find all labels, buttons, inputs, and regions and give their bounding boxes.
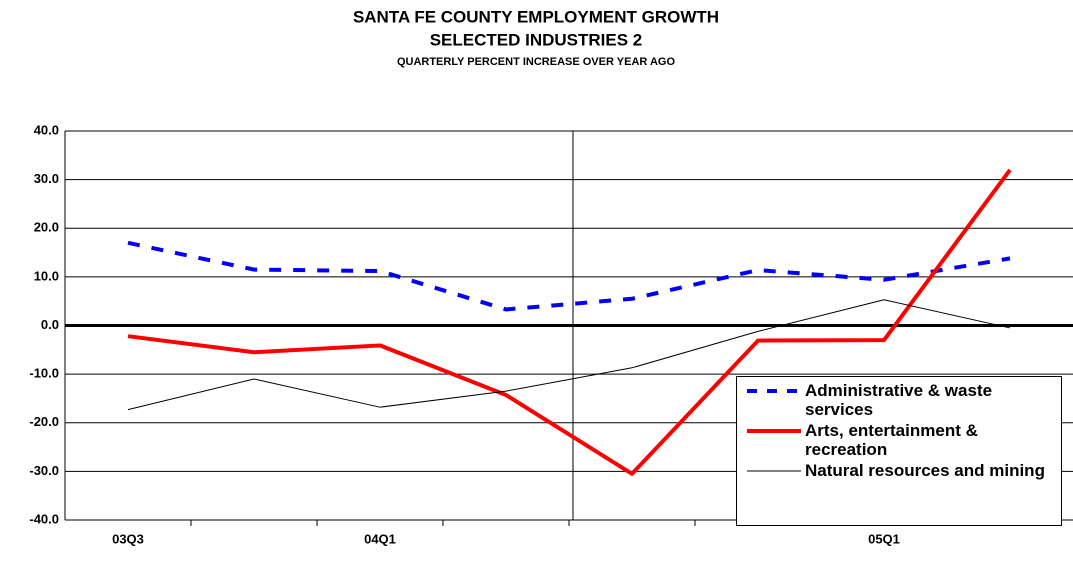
- chart-title: SANTA FE COUNTY EMPLOYMENT GROWTH: [353, 7, 719, 26]
- y-tick-label: 10.0: [34, 268, 59, 283]
- y-tick-label: 20.0: [34, 220, 59, 235]
- series-line: [127, 299, 1011, 411]
- series-line: [127, 168, 1012, 476]
- legend-label: Arts, entertainment & recreation: [805, 421, 978, 459]
- legend-item: Administrative & waste services: [743, 381, 1055, 419]
- legend-item: Arts, entertainment & recreation: [743, 421, 1055, 459]
- chart-subtitle: SELECTED INDUSTRIES 2: [430, 30, 643, 49]
- chart-note: QUARTERLY PERCENT INCREASE OVER YEAR AGO: [397, 56, 676, 68]
- y-tick-label: -20.0: [29, 414, 59, 429]
- y-tick-label: 0.0: [41, 317, 59, 332]
- y-tick-label: 40.0: [34, 122, 59, 137]
- series-line: [127, 240, 1011, 312]
- legend-swatch: [747, 429, 801, 433]
- y-tick-label: -40.0: [29, 511, 59, 526]
- x-tick-label: 03Q3: [112, 531, 144, 546]
- legend-label: Administrative & waste services: [805, 381, 993, 419]
- y-tick-label: -10.0: [29, 366, 59, 381]
- legend-swatch: [747, 389, 801, 393]
- legend: Administrative & waste services Arts, ent…: [736, 376, 1062, 526]
- y-tick-label: -30.0: [29, 463, 59, 478]
- legend-label: Natural resources and mining: [805, 461, 1045, 480]
- x-tick-label: 05Q1: [868, 531, 900, 546]
- legend-item: Natural resources and mining: [743, 461, 1055, 481]
- y-tick-label: 30.0: [34, 171, 59, 186]
- x-tick-label: 04Q1: [364, 531, 396, 546]
- legend-swatch: [747, 470, 801, 472]
